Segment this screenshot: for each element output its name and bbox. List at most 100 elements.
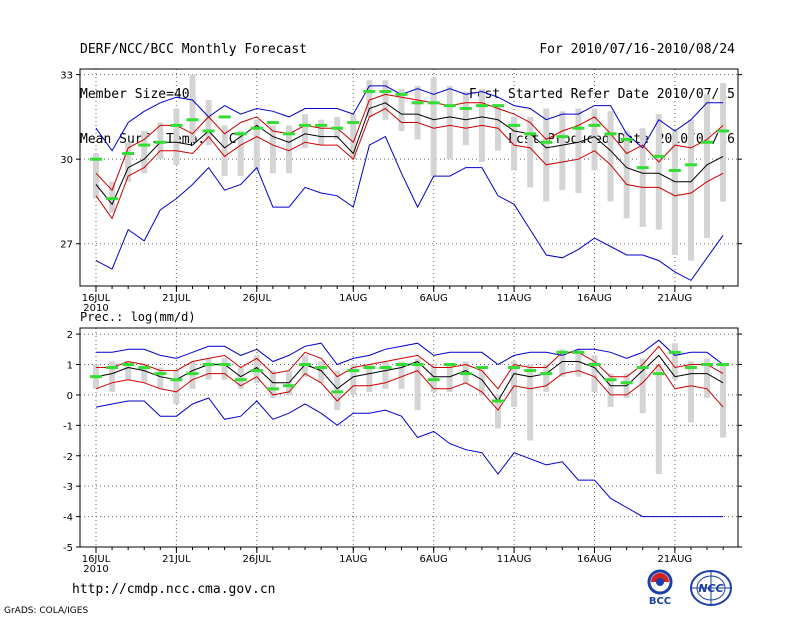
box-bar — [687, 119, 694, 261]
box-bar — [430, 77, 437, 177]
box-bar — [382, 361, 389, 389]
box-bar — [350, 364, 357, 395]
median-mark — [331, 126, 344, 130]
box-bar — [671, 131, 678, 255]
x-tick-label: 16AUG — [577, 554, 612, 565]
box-bar — [543, 108, 550, 202]
box-bar — [462, 91, 469, 146]
box-bar — [93, 153, 99, 199]
median-mark — [282, 384, 295, 388]
box-bar — [141, 131, 148, 174]
median-mark — [379, 90, 392, 94]
y-tick-label: 2 — [67, 330, 73, 341]
box-bar — [173, 370, 180, 405]
median-mark — [620, 381, 633, 385]
box-bar — [285, 125, 292, 174]
median-mark — [492, 399, 504, 403]
fcst-started-label: Fcst Started Refer Date 2010/07/15 — [468, 87, 735, 102]
box-bar — [478, 370, 485, 395]
median-mark — [266, 387, 279, 391]
median-mark — [443, 104, 456, 108]
forecast-range-label: For 2010/07/16-2010/08/24 — [539, 42, 735, 57]
box-bar — [704, 358, 711, 398]
footer-url[interactable]: http://cmdp.ncc.cma.gov.cn — [72, 582, 276, 597]
bcc-logo: BCC — [647, 569, 673, 607]
box-bar — [398, 361, 405, 389]
box-bar — [655, 114, 662, 230]
series-max-line — [96, 339, 724, 366]
box-bar — [109, 361, 116, 392]
median-mark — [475, 104, 488, 108]
box-bar — [269, 125, 276, 174]
median-mark — [411, 101, 424, 105]
box-bar — [221, 125, 228, 177]
panel-frame — [79, 68, 739, 287]
box-bar — [414, 85, 421, 140]
y-tick-label: -3 — [63, 482, 73, 493]
median-mark — [556, 350, 569, 354]
x-tick-label: 1AUG — [339, 293, 367, 304]
box-bar — [575, 349, 582, 377]
x-tick-label: 16JUL — [82, 293, 111, 304]
box-bar — [527, 364, 534, 441]
x-tick-label: 16JUL — [82, 554, 111, 565]
median-mark — [315, 366, 328, 370]
median-mark — [524, 132, 537, 136]
median-mark — [347, 121, 360, 125]
median-mark — [475, 366, 488, 370]
median-mark — [218, 115, 231, 119]
median-mark — [154, 372, 167, 376]
y-tick-label: 0 — [67, 391, 73, 402]
median-mark — [218, 363, 231, 366]
member-size-label: Member Size=40 — [80, 87, 190, 102]
box-bar — [591, 355, 598, 392]
median-mark — [186, 372, 199, 376]
median-mark — [540, 372, 553, 376]
box-bar — [141, 364, 148, 383]
series-min-line — [95, 135, 724, 282]
ncc-logo: NCC — [690, 570, 732, 606]
box-bar — [639, 128, 646, 227]
precipitation-ylabel: Prec.: log(mm/d) — [80, 310, 196, 324]
median-mark — [604, 132, 617, 136]
box-bar — [125, 361, 132, 380]
median-mark — [668, 350, 681, 354]
series-min-line — [95, 397, 724, 518]
box-bar — [446, 364, 453, 392]
median-mark — [508, 366, 521, 370]
box-bar — [334, 370, 341, 411]
box-bar — [462, 361, 469, 383]
median-mark — [620, 137, 633, 141]
box-bar — [189, 74, 196, 143]
median-mark — [170, 378, 183, 382]
x-tick-label: 21AUG — [658, 554, 693, 565]
box-bar — [237, 131, 244, 177]
series-mean-line — [95, 102, 724, 206]
median-mark — [459, 372, 472, 376]
median-mark — [234, 378, 247, 382]
median-mark — [106, 197, 119, 201]
box-bar — [687, 361, 694, 423]
median-mark — [556, 135, 569, 139]
median-mark — [684, 366, 697, 370]
series-upper-line — [96, 345, 724, 390]
box-bar — [189, 361, 196, 389]
box-bar — [302, 114, 309, 148]
x-tick-label: 6AUG — [420, 554, 448, 565]
series-lower-line — [95, 363, 724, 411]
y-tick-label: 30 — [60, 155, 73, 166]
median-mark — [717, 129, 730, 133]
box-bar — [269, 370, 276, 398]
box-bar — [318, 361, 325, 383]
y-tick-label: 27 — [60, 240, 73, 251]
box-bar — [253, 119, 260, 171]
median-mark — [701, 140, 714, 144]
box-bar — [382, 80, 389, 120]
x-tick-label: 16AUG — [577, 293, 612, 304]
median-mark — [363, 366, 376, 370]
x-year-label: 2010 — [83, 303, 108, 314]
median-mark — [202, 363, 215, 366]
series-max-line — [95, 85, 724, 152]
box-bar — [704, 94, 711, 239]
box-bar — [237, 367, 244, 389]
